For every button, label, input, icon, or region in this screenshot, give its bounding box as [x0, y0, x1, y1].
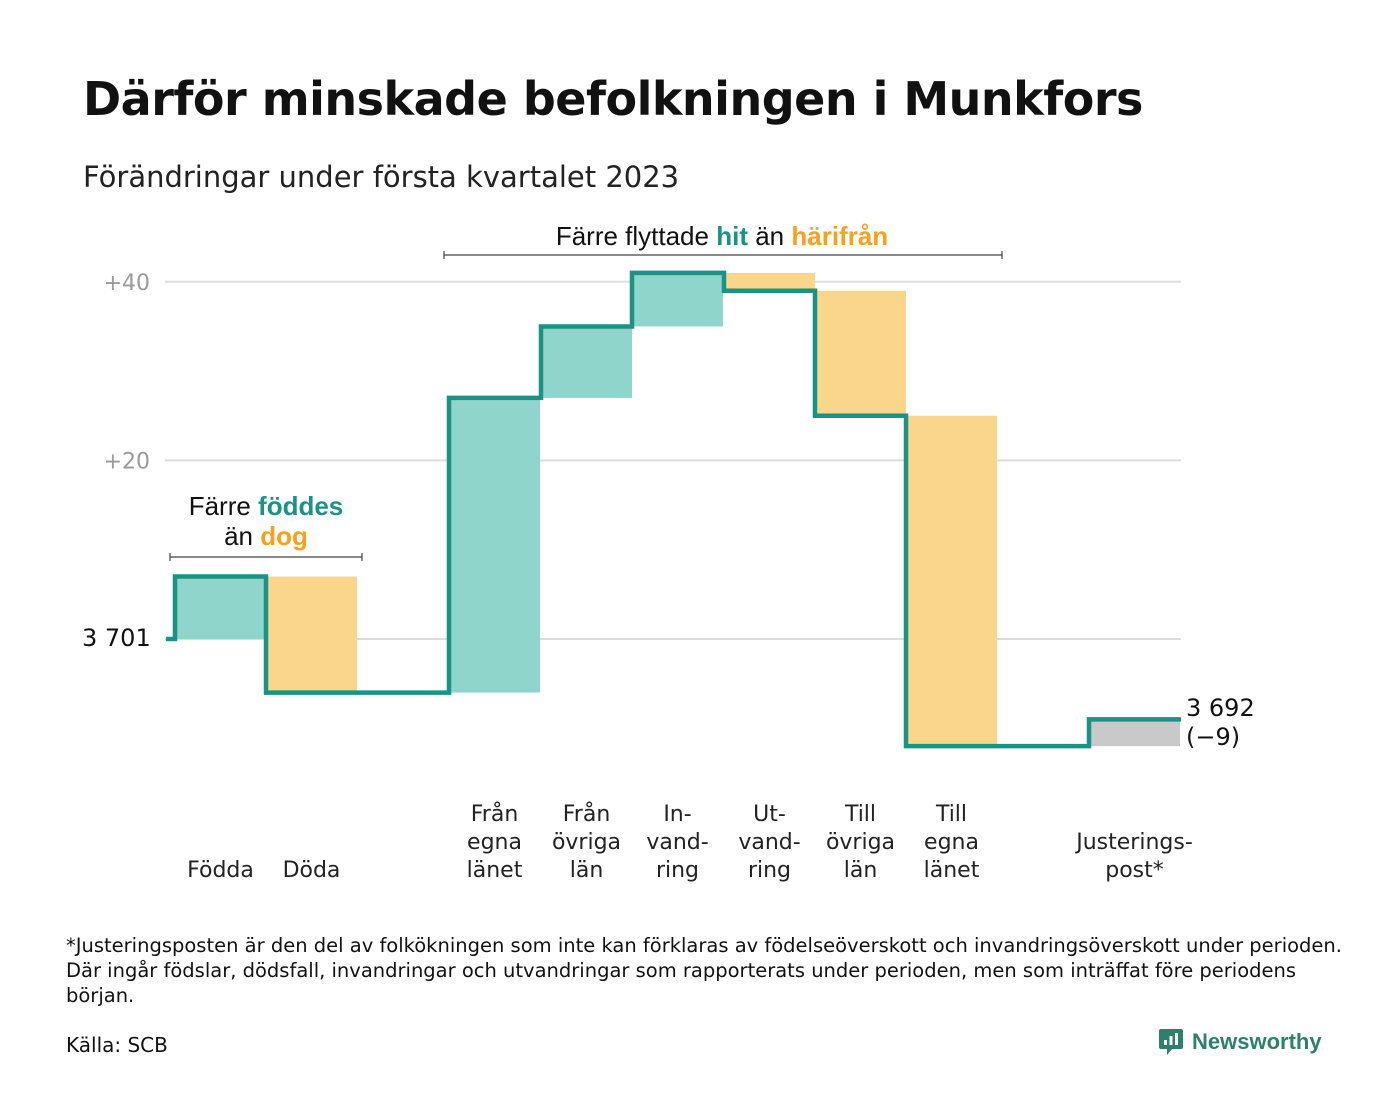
category-label: Till: [935, 802, 967, 827]
bar: [906, 415, 997, 747]
cumulative-step-line: [166, 270, 1181, 749]
category-label: Födda: [187, 858, 254, 883]
migration-bracket: [443, 251, 1003, 259]
category-label: län: [844, 858, 878, 883]
category-label: Från: [563, 801, 611, 827]
bar: [632, 272, 723, 327]
source-label: Källa: SCB: [66, 1033, 168, 1057]
bar: [266, 576, 357, 693]
births-annotation-line1: Färre föddes: [189, 491, 344, 521]
category-label: Till: [844, 802, 876, 827]
migration-annotation-text: Färre flyttade hit än härifrån: [556, 221, 888, 251]
category-label: län: [570, 858, 604, 883]
y-axis-ticks: +40 +20: [104, 271, 150, 475]
category-label: vand-: [646, 830, 708, 855]
migration-annotation: Färre flyttade hit än härifrån: [443, 221, 1003, 259]
category-label: Ut-: [753, 802, 786, 827]
births-annotation: Färre föddes än dog: [169, 491, 363, 561]
brand-logo[interactable]: Newsworthy: [1158, 1027, 1322, 1057]
births-bracket: [169, 553, 363, 561]
category-label: egna: [467, 830, 522, 855]
category-label: ring: [656, 858, 699, 883]
category-labels: Födda Döda Från egna länet Från övriga län In-va…: [187, 801, 1193, 883]
page-subtitle: Förändringar under första kvartalet 2023: [83, 160, 680, 194]
end-value-label: 3 692: [1186, 694, 1255, 722]
bar: [449, 397, 540, 693]
category-label: In-: [663, 802, 691, 827]
category-label: ring: [748, 858, 791, 883]
bar: [541, 326, 632, 398]
bar: [815, 290, 906, 416]
y-tick-label: +20: [104, 449, 150, 474]
end-change-label: (−9): [1186, 723, 1240, 751]
category-label: post*: [1105, 858, 1164, 883]
category-label: Justerings-: [1074, 830, 1193, 855]
waterfall-chart: +40 +20 Färre föddes än dog Färre flyttad…: [82, 221, 1255, 883]
category-label: länet: [467, 858, 523, 883]
category-label: övriga: [826, 830, 895, 855]
category-label: länet: [924, 858, 980, 883]
bar: [724, 272, 815, 291]
bar: [1089, 719, 1180, 747]
footnote: *Justeringsposten är den del av folkökni…: [66, 934, 1342, 1007]
start-value-label: 3 701: [82, 624, 151, 652]
brand-name: Newsworthy: [1192, 1029, 1322, 1054]
page-title: Därför minskade befolkningen i Munkfors: [83, 72, 1143, 126]
category-label: egna: [924, 830, 979, 855]
category-label: vand-: [738, 830, 800, 855]
bars: [175, 272, 1180, 747]
category-label: Från: [471, 801, 519, 827]
bar: [175, 576, 266, 639]
newsworthy-logo-icon: [1159, 1029, 1183, 1055]
births-annotation-line2: än dog: [224, 521, 308, 551]
y-tick-label: +40: [104, 271, 150, 296]
category-label: Döda: [283, 858, 341, 883]
category-label: övriga: [552, 830, 621, 855]
